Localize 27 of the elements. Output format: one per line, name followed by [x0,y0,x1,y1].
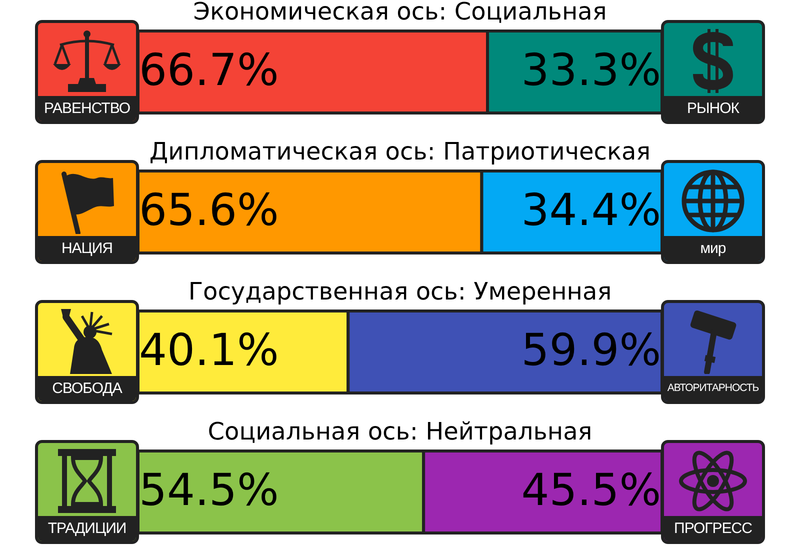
badge: РЫНОК [661,20,765,124]
data-label: 34.4% [521,185,661,236]
badge: СВОБОДА [35,300,139,404]
data-label: 65.6% [139,185,279,236]
series-label: ТРАДИЦИИ [48,520,126,537]
series-label: РАВЕНСТВО [44,100,130,117]
badge: ПРОГРЕСС [661,440,765,544]
series-label: НАЦИЯ [61,240,113,257]
badge: РАВЕНСТВО [35,20,139,124]
series-label: ПРОГРЕСС [674,520,752,537]
badge: НАЦИЯ [35,160,139,264]
chart-title: Дипломатическая ось: Патриотическая [149,138,651,166]
data-label: 33.3% [521,45,661,96]
data-label: 45.5% [521,465,661,516]
series-label: СВОБОДА [52,380,122,397]
badge: АВТОРИТАРНОСТЬ [661,300,765,404]
chart-title: Экономическая ось: Социальная [193,0,607,26]
badge: ТРАДИЦИИ [35,440,139,544]
data-label: 59.9% [521,325,661,376]
series-label: РЫНОК [686,100,740,117]
badge: мир [661,160,765,264]
chart-title: Государственная ось: Умеренная [188,278,612,306]
data-label: 66.7% [139,45,279,96]
series-label: АВТОРИТАРНОСТЬ [667,382,759,394]
data-label: 40.1% [139,325,279,376]
data-label: 54.5% [139,465,279,516]
chart-title: Социальная ось: Нейтральная [208,418,592,446]
